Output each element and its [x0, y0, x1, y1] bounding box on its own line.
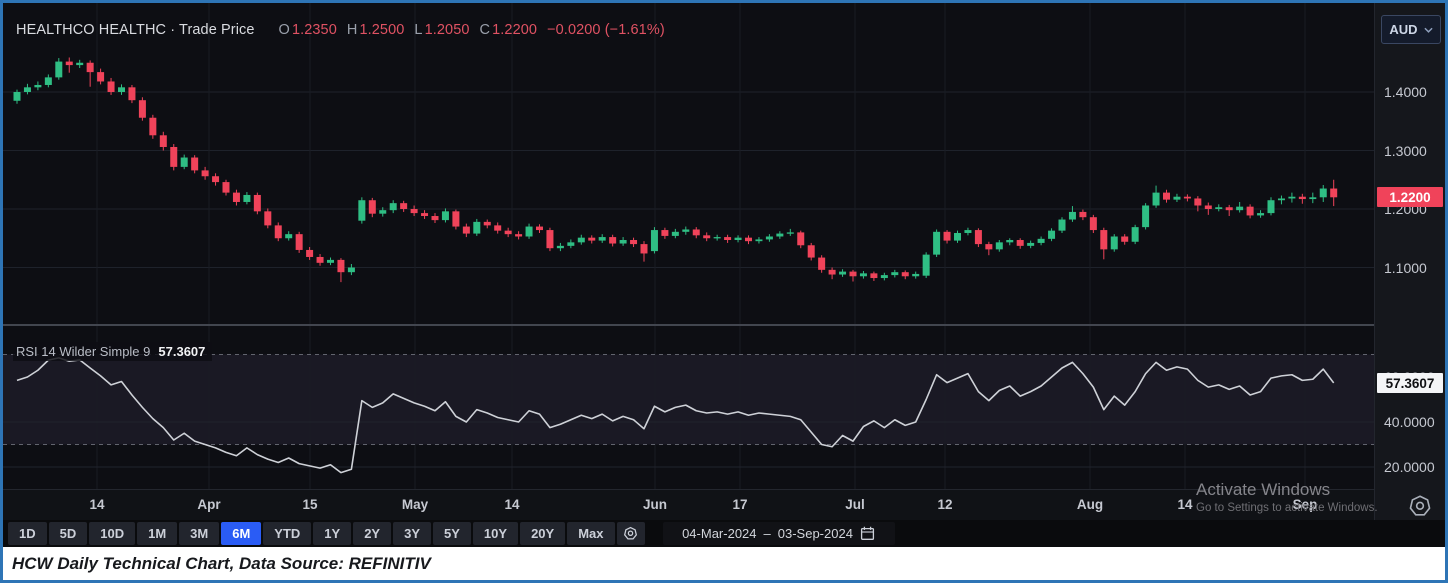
range-button-1y[interactable]: 1Y: [313, 522, 352, 545]
instrument-title: HEALTHCO HEALTHC · Trade Price: [16, 22, 255, 38]
time-axis-tick: 14: [504, 497, 520, 512]
range-button-3y[interactable]: 3Y: [393, 522, 432, 545]
calendar-icon: [860, 526, 874, 540]
range-button-5y[interactable]: 5Y: [433, 522, 471, 545]
rsi-value-badge: 57.3607: [1377, 373, 1443, 393]
chevron-down-icon: [1423, 27, 1433, 33]
rsi-axis-tick: 20.0000: [1384, 459, 1435, 475]
last-price-badge: 1.2200: [1377, 187, 1443, 207]
range-toolbar: 1D 5D 10D 1M 3M 6M YTD 1Y 2Y 3Y 5Y 10Y 20Y Max 04-Mar…: [3, 520, 1445, 547]
ohlc-value: 1.2500: [359, 22, 405, 38]
ohlc-label: C: [479, 22, 491, 38]
rsi-indicator-label[interactable]: RSI 14 Wilder Simple 9 57.3607: [13, 342, 213, 361]
ohlc-label: O: [278, 22, 290, 38]
price-axis-tick: 1.4000: [1384, 84, 1427, 100]
time-axis-tick: 15: [302, 497, 318, 512]
range-button-6m[interactable]: 6M: [221, 522, 262, 545]
pane-separator[interactable]: [3, 324, 1445, 326]
currency-value: AUD: [1389, 22, 1418, 37]
instrument-header: HEALTHCO HEALTHC · Trade Price O 1.2350 H 1…: [16, 22, 665, 38]
range-button-10y[interactable]: 10Y: [472, 522, 519, 545]
chart-application: HEALTHCO HEALTHC · Trade Price O 1.2350 H 1…: [3, 3, 1445, 547]
range-button-10d[interactable]: 10D: [89, 522, 136, 545]
rsi-value: 57.3607: [158, 344, 206, 359]
range-buttons: 1D 5D 10D 1M 3M 6M YTD 1Y 2Y 3Y 5Y 10Y 20Y Max: [8, 520, 617, 545]
rsi-axis-tick: 40.0000: [1384, 414, 1435, 430]
range-button-20y[interactable]: 20Y: [520, 522, 566, 545]
price-axis-tick: 1.1000: [1384, 259, 1427, 276]
settings-gear-icon[interactable]: [1407, 493, 1433, 519]
ohlc-label: H: [346, 22, 358, 38]
time-axis-tick: Jul: [845, 497, 865, 512]
figure-caption: HCW Daily Technical Chart, Data Source: …: [3, 547, 1445, 580]
ohlc-label: L: [414, 22, 423, 38]
time-axis-tick: Aug: [1076, 497, 1104, 512]
rsi-indicator-chart[interactable]: [3, 326, 1374, 489]
ohlc-value: 1.2350: [291, 22, 337, 38]
ohlc-value: 1.2200: [492, 22, 538, 38]
date-separator: –: [763, 526, 771, 541]
date-range-picker[interactable]: 04-Mar-2024 – 03-Sep-2024: [662, 522, 895, 545]
chart-settings-button[interactable]: [616, 522, 645, 545]
time-axis[interactable]: 14 Apr 15 May 14 Jun 17 Jul 12 Aug 14 Sep: [3, 489, 1374, 521]
range-button-1d[interactable]: 1D: [8, 522, 47, 545]
gear-icon: [624, 526, 637, 540]
time-axis-tick: 14: [1177, 497, 1193, 512]
range-button-ytd[interactable]: YTD: [263, 522, 312, 545]
time-axis-tick: Apr: [197, 497, 221, 512]
ohlc-values: O 1.2350 H 1.2500 L 1.2050 C 1.2200: [269, 22, 538, 38]
time-axis-tick: Sep: [1292, 497, 1318, 512]
date-to: 03-Sep-2024: [777, 526, 853, 541]
price-candlestick-chart[interactable]: [3, 3, 1374, 324]
range-button-3m[interactable]: 3M: [179, 522, 220, 545]
date-from: 04-Mar-2024: [682, 526, 757, 541]
rsi-name: RSI 14 Wilder Simple 9: [16, 344, 151, 359]
range-button-1m[interactable]: 1M: [137, 522, 178, 545]
time-axis-tick: 14: [89, 497, 105, 512]
ohlc-value: 1.2050: [424, 22, 470, 38]
range-button-max[interactable]: Max: [567, 522, 615, 545]
price-change: −0.0200 (−1.61%): [547, 22, 665, 38]
time-axis-tick: May: [401, 497, 429, 512]
time-axis-tick: 12: [937, 497, 953, 512]
currency-selector[interactable]: AUD: [1381, 15, 1441, 44]
price-axis-tick: 1.3000: [1384, 142, 1427, 159]
time-axis-tick: 17: [732, 497, 748, 512]
range-button-5d[interactable]: 5D: [48, 522, 88, 545]
time-axis-tick: Jun: [642, 497, 668, 512]
range-button-2y[interactable]: 2Y: [353, 522, 392, 545]
